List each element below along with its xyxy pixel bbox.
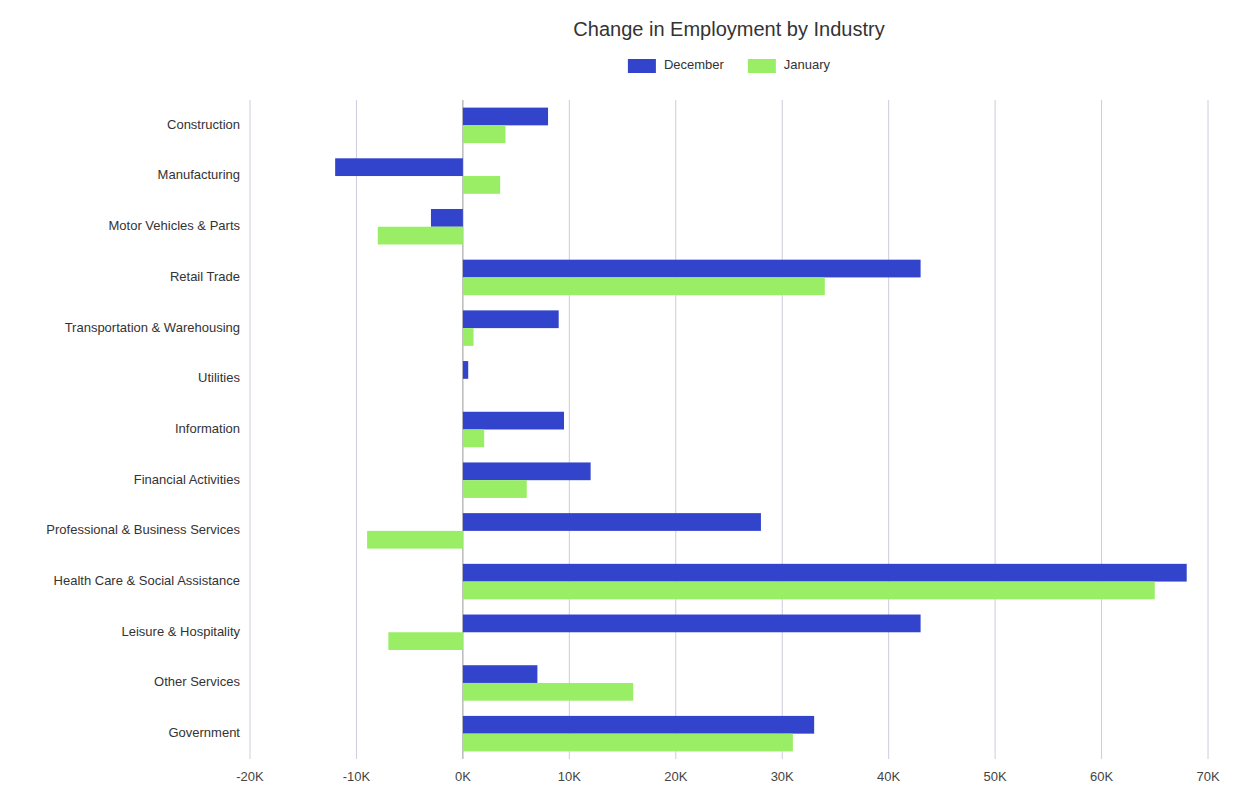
- category-label: Retail Trade: [170, 269, 240, 284]
- chart: Change in Employment by Industry -20K -10K…: [0, 0, 1248, 809]
- grid: [250, 100, 1208, 759]
- bar: [463, 108, 548, 126]
- bar: [463, 716, 814, 734]
- legend-swatch: [748, 59, 776, 73]
- category-label: Other Services: [154, 674, 240, 689]
- bar: [462, 379, 463, 397]
- category-label: Manufacturing: [158, 167, 240, 182]
- grid-line: [356, 100, 357, 759]
- category-label: Motor Vehicles & Parts: [109, 218, 241, 233]
- bar: [335, 158, 463, 176]
- bar: [463, 615, 921, 633]
- grid-line: [569, 100, 570, 759]
- category-label: Information: [175, 421, 240, 436]
- category-label: Financial Activities: [134, 472, 241, 487]
- legend-item: December: [628, 57, 725, 73]
- category-label: Professional & Business Services: [46, 522, 240, 537]
- tick-label: 40K: [877, 769, 900, 784]
- bar: [463, 310, 559, 328]
- category-label: Transportation & Warehousing: [65, 320, 240, 335]
- bar: [463, 260, 921, 278]
- tick-label: 20K: [664, 769, 687, 784]
- bar: [463, 361, 468, 379]
- grid-line: [1101, 100, 1102, 759]
- bar: [463, 277, 825, 295]
- page: {"chart_data": { "type": "bar", "orienta…: [0, 0, 1248, 809]
- bar: [463, 176, 500, 194]
- bar: [463, 430, 484, 448]
- legend-label: December: [664, 57, 725, 72]
- bar: [463, 513, 761, 531]
- bar: [463, 564, 1187, 582]
- grid-line: [1208, 100, 1209, 759]
- tick-label: 30K: [771, 769, 794, 784]
- tick-label: 50K: [984, 769, 1007, 784]
- legend-label: January: [784, 57, 831, 72]
- category-label: Leisure & Hospitality: [122, 624, 241, 639]
- bar: [463, 462, 591, 480]
- grid-line: [675, 100, 676, 759]
- bar: [378, 227, 463, 245]
- tick-label: 60K: [1090, 769, 1113, 784]
- bar: [463, 582, 1155, 600]
- legend: December January: [628, 57, 831, 73]
- category-label: Health Care & Social Assistance: [54, 573, 240, 588]
- bar: [463, 683, 633, 701]
- grid-line: [995, 100, 996, 759]
- x-axis: -20K -10K 0K 10K 20K 30K 40K 50K 60K 70K: [236, 769, 1220, 784]
- legend-item: January: [748, 57, 831, 73]
- bar: [463, 480, 527, 498]
- tick-label: 70K: [1196, 769, 1219, 784]
- bar: [388, 632, 463, 650]
- category-label: Utilities: [198, 370, 240, 385]
- legend-swatch: [628, 59, 656, 73]
- category-label: Government: [168, 725, 240, 740]
- grid-line: [888, 100, 889, 759]
- title: Change in Employment by Industry: [573, 18, 884, 40]
- bar: [463, 665, 538, 683]
- bars: [335, 108, 1187, 752]
- bar: [463, 412, 564, 430]
- grid-line: [250, 100, 251, 759]
- bar: [463, 125, 506, 143]
- bar: [463, 734, 793, 752]
- y-axis: Construction Manufacturing Motor Vehicles …: [46, 117, 240, 740]
- bar: [367, 531, 463, 549]
- category-label: Construction: [167, 117, 240, 132]
- tick-label: -20K: [236, 769, 264, 784]
- bar: [463, 328, 474, 346]
- tick-label: 0K: [455, 769, 471, 784]
- grid-line: [782, 100, 783, 759]
- tick-label: -10K: [343, 769, 371, 784]
- tick-label: 10K: [558, 769, 581, 784]
- bar: [431, 209, 463, 227]
